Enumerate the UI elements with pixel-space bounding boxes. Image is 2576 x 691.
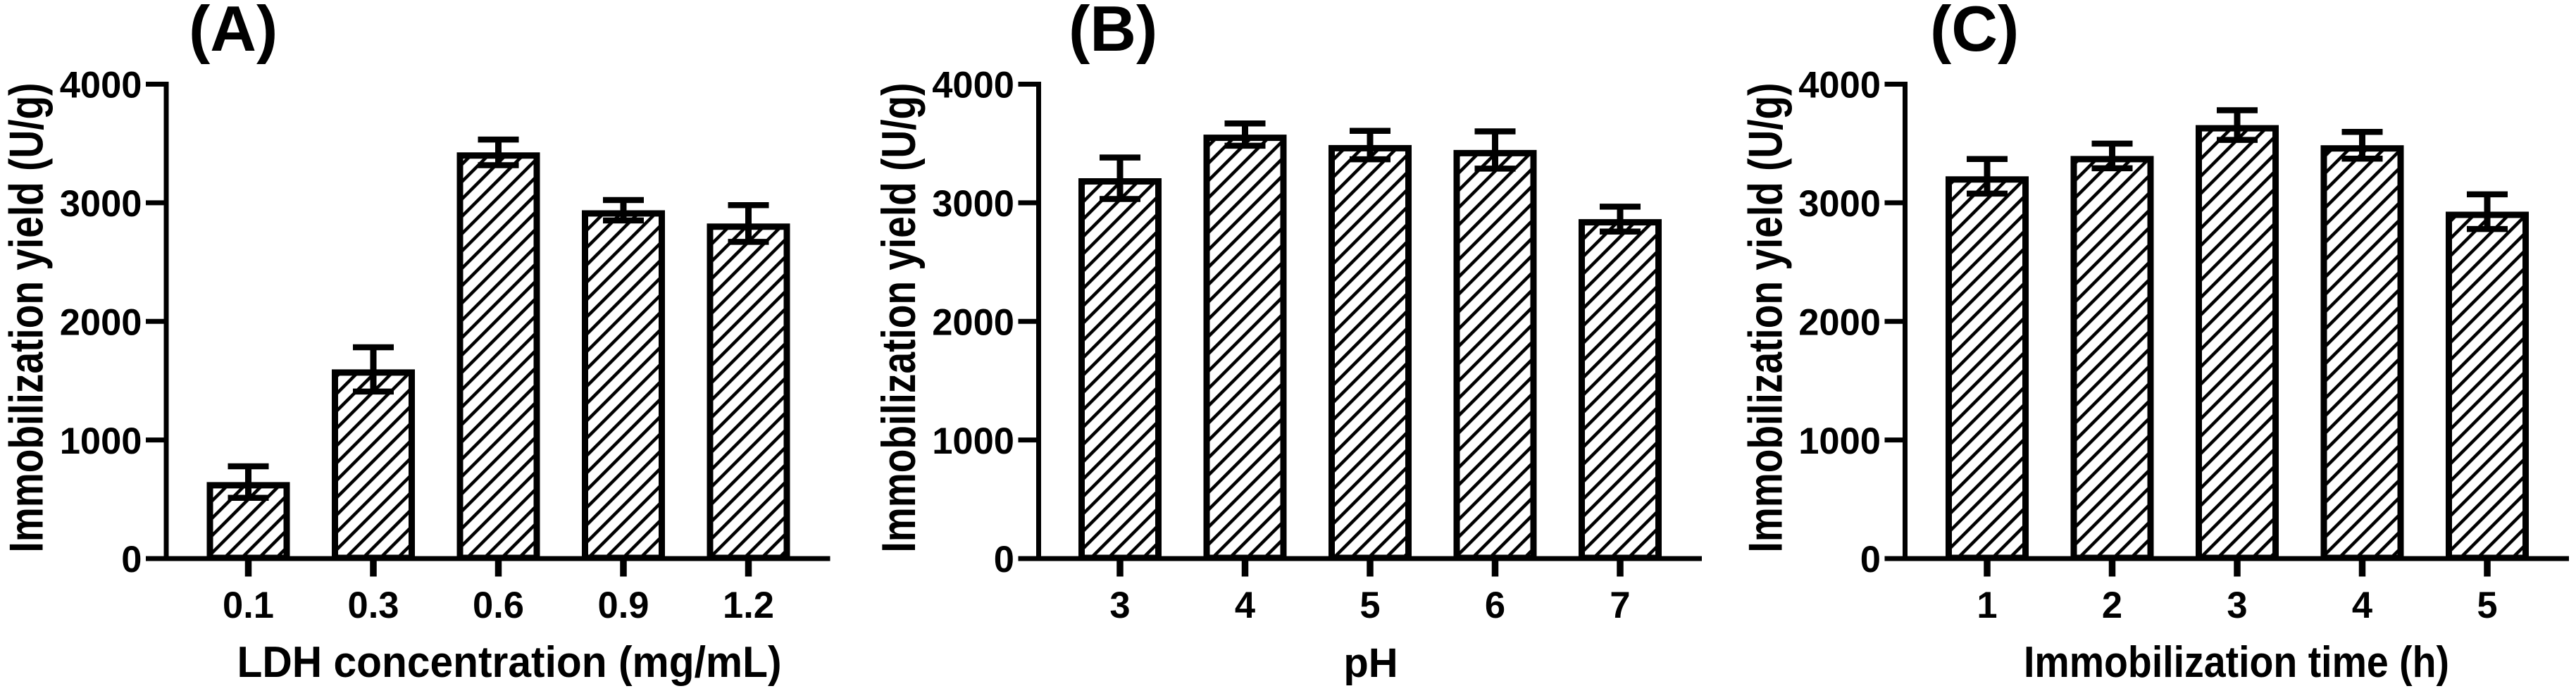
svg-text:1000: 1000 bbox=[1798, 421, 1881, 462]
svg-text:0: 0 bbox=[121, 539, 142, 580]
svg-text:1000: 1000 bbox=[932, 421, 1014, 462]
svg-text:2000: 2000 bbox=[932, 301, 1014, 343]
svg-text:1: 1 bbox=[1977, 585, 1997, 626]
svg-text:0.9: 0.9 bbox=[598, 585, 649, 626]
svg-text:7: 7 bbox=[1610, 585, 1630, 626]
svg-text:0.1: 0.1 bbox=[223, 585, 274, 626]
svg-text:4: 4 bbox=[2352, 585, 2372, 626]
svg-text:1000: 1000 bbox=[60, 421, 142, 462]
svg-text:0: 0 bbox=[994, 539, 1014, 580]
svg-text:6: 6 bbox=[1485, 585, 1505, 626]
svg-text:0.3: 0.3 bbox=[348, 585, 399, 626]
svg-text:pH: pH bbox=[1343, 640, 1398, 686]
svg-text:3000: 3000 bbox=[932, 183, 1014, 225]
svg-text:0.6: 0.6 bbox=[473, 585, 524, 626]
svg-text:(C): (C) bbox=[1930, 0, 2019, 65]
svg-text:(B): (B) bbox=[1069, 0, 1157, 65]
svg-text:4000: 4000 bbox=[932, 65, 1014, 106]
svg-text:Immobilization yield (U/g): Immobilization yield (U/g) bbox=[1739, 83, 1793, 553]
svg-text:4: 4 bbox=[1235, 585, 1255, 626]
svg-text:3000: 3000 bbox=[60, 183, 142, 225]
svg-text:4000: 4000 bbox=[60, 65, 142, 106]
svg-text:Immobilization time (h): Immobilization time (h) bbox=[2024, 638, 2449, 687]
svg-text:Immobilization yield (U/g): Immobilization yield (U/g) bbox=[0, 83, 54, 553]
svg-text:2000: 2000 bbox=[1798, 301, 1881, 343]
svg-text:1.2: 1.2 bbox=[723, 585, 774, 626]
svg-text:Immobilization yield (U/g): Immobilization yield (U/g) bbox=[872, 83, 926, 553]
svg-text:2000: 2000 bbox=[60, 301, 142, 343]
svg-text:5: 5 bbox=[2477, 585, 2497, 626]
svg-text:LDH concentration (mg/mL): LDH concentration (mg/mL) bbox=[237, 638, 782, 687]
svg-text:0: 0 bbox=[1860, 539, 1881, 580]
svg-text:3: 3 bbox=[1109, 585, 1130, 626]
svg-text:2: 2 bbox=[2102, 585, 2122, 626]
svg-text:3: 3 bbox=[2227, 585, 2247, 626]
svg-text:5: 5 bbox=[1359, 585, 1380, 626]
svg-text:(A): (A) bbox=[189, 0, 278, 65]
svg-text:4000: 4000 bbox=[1798, 65, 1881, 106]
svg-text:3000: 3000 bbox=[1798, 183, 1881, 225]
